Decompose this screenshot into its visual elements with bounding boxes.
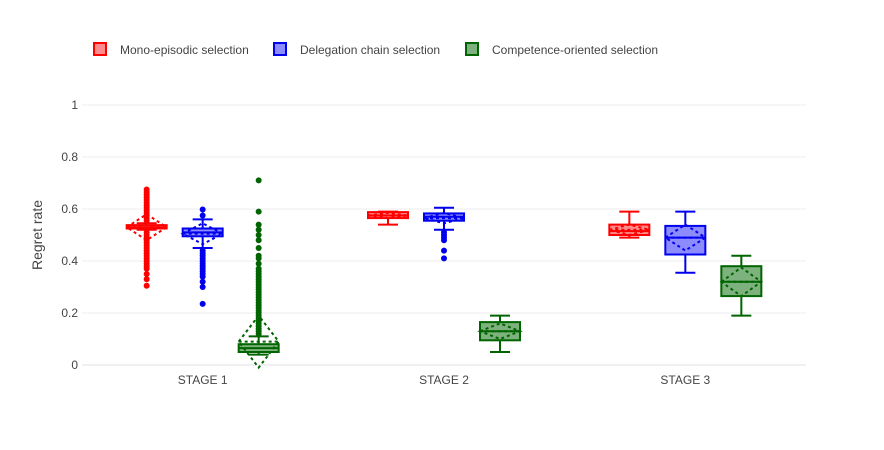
y-tick-label: 0 <box>71 358 78 372</box>
x-axis-ticks: STAGE 1 STAGE 2 STAGE 3 <box>178 373 711 387</box>
outlier-point <box>199 212 206 219</box>
box-mark <box>124 186 169 289</box>
sd-diamond <box>367 211 409 220</box>
outlier-point <box>199 300 206 307</box>
box-mark <box>605 210 654 239</box>
legend-label: Mono-episodic selection <box>120 43 249 57</box>
x-tick-label: STAGE 3 <box>660 373 710 387</box>
box-body <box>664 224 707 256</box>
outlier-point <box>255 245 262 251</box>
outlier-point <box>255 260 262 267</box>
legend-label: Competence-oriented selection <box>492 43 658 57</box>
outlier-point <box>199 206 206 213</box>
outlier-point <box>143 282 150 289</box>
outlier-point <box>441 255 447 262</box>
outlier-point <box>199 278 206 285</box>
outlier-point <box>255 232 262 238</box>
y-axis-title: Regret rate <box>29 200 45 270</box>
y-tick-label: 1 <box>71 98 78 112</box>
outlier-point <box>255 177 262 184</box>
outlier-point <box>143 276 150 283</box>
outlier-point <box>143 271 150 277</box>
legend-swatch <box>465 42 479 56</box>
outlier-point <box>441 247 447 254</box>
outlier-point <box>255 265 262 272</box>
y-tick-label: 0.6 <box>61 202 78 216</box>
box-mark <box>420 206 468 262</box>
legend-swatch <box>93 42 107 56</box>
y-tick-label: 0.4 <box>61 254 78 268</box>
outlier-point <box>255 226 262 233</box>
legend[interactable]: Mono-episodic selection Delegation chain … <box>93 42 658 57</box>
legend-swatch <box>273 42 287 56</box>
sd-diamond <box>719 266 764 298</box>
x-tick-label: STAGE 1 <box>178 373 228 387</box>
legend-label: Delegation chain selection <box>300 43 440 57</box>
y-axis-ticks: 0 0.2 0.4 0.6 0.8 1 <box>61 98 78 372</box>
series-group <box>237 177 764 370</box>
box-mark <box>477 314 523 353</box>
legend-item[interactable]: Competence-oriented selection <box>465 42 658 57</box>
y-tick-label: 0.8 <box>61 150 78 164</box>
box-series <box>124 177 764 370</box>
y-tick-label: 0.2 <box>61 306 78 320</box>
sd-diamond <box>605 223 654 237</box>
outlier-point <box>143 229 150 236</box>
sd-diamond <box>477 322 523 341</box>
outlier-point <box>255 237 262 244</box>
outlier-point <box>441 229 447 236</box>
outlier-point <box>199 284 206 290</box>
outlier-point <box>143 186 150 193</box>
box-mark <box>237 177 280 370</box>
outlier-point <box>255 221 262 228</box>
box-mark <box>180 206 225 307</box>
box-mark <box>663 210 708 274</box>
outlier-point <box>255 208 262 215</box>
x-tick-label: STAGE 2 <box>419 373 469 387</box>
sd-diamond <box>420 211 468 225</box>
outlier-point <box>199 247 206 254</box>
sd-diamond <box>124 213 169 242</box>
box-mark <box>367 210 409 226</box>
series-group <box>180 206 708 307</box>
outlier-point <box>255 252 262 259</box>
sd-diamond <box>237 313 280 370</box>
sd-diamond <box>663 223 708 252</box>
series-group <box>124 186 654 289</box>
legend-item[interactable]: Delegation chain selection <box>273 42 440 57</box>
box-mark <box>719 254 764 317</box>
legend-item[interactable]: Mono-episodic selection <box>93 42 249 57</box>
